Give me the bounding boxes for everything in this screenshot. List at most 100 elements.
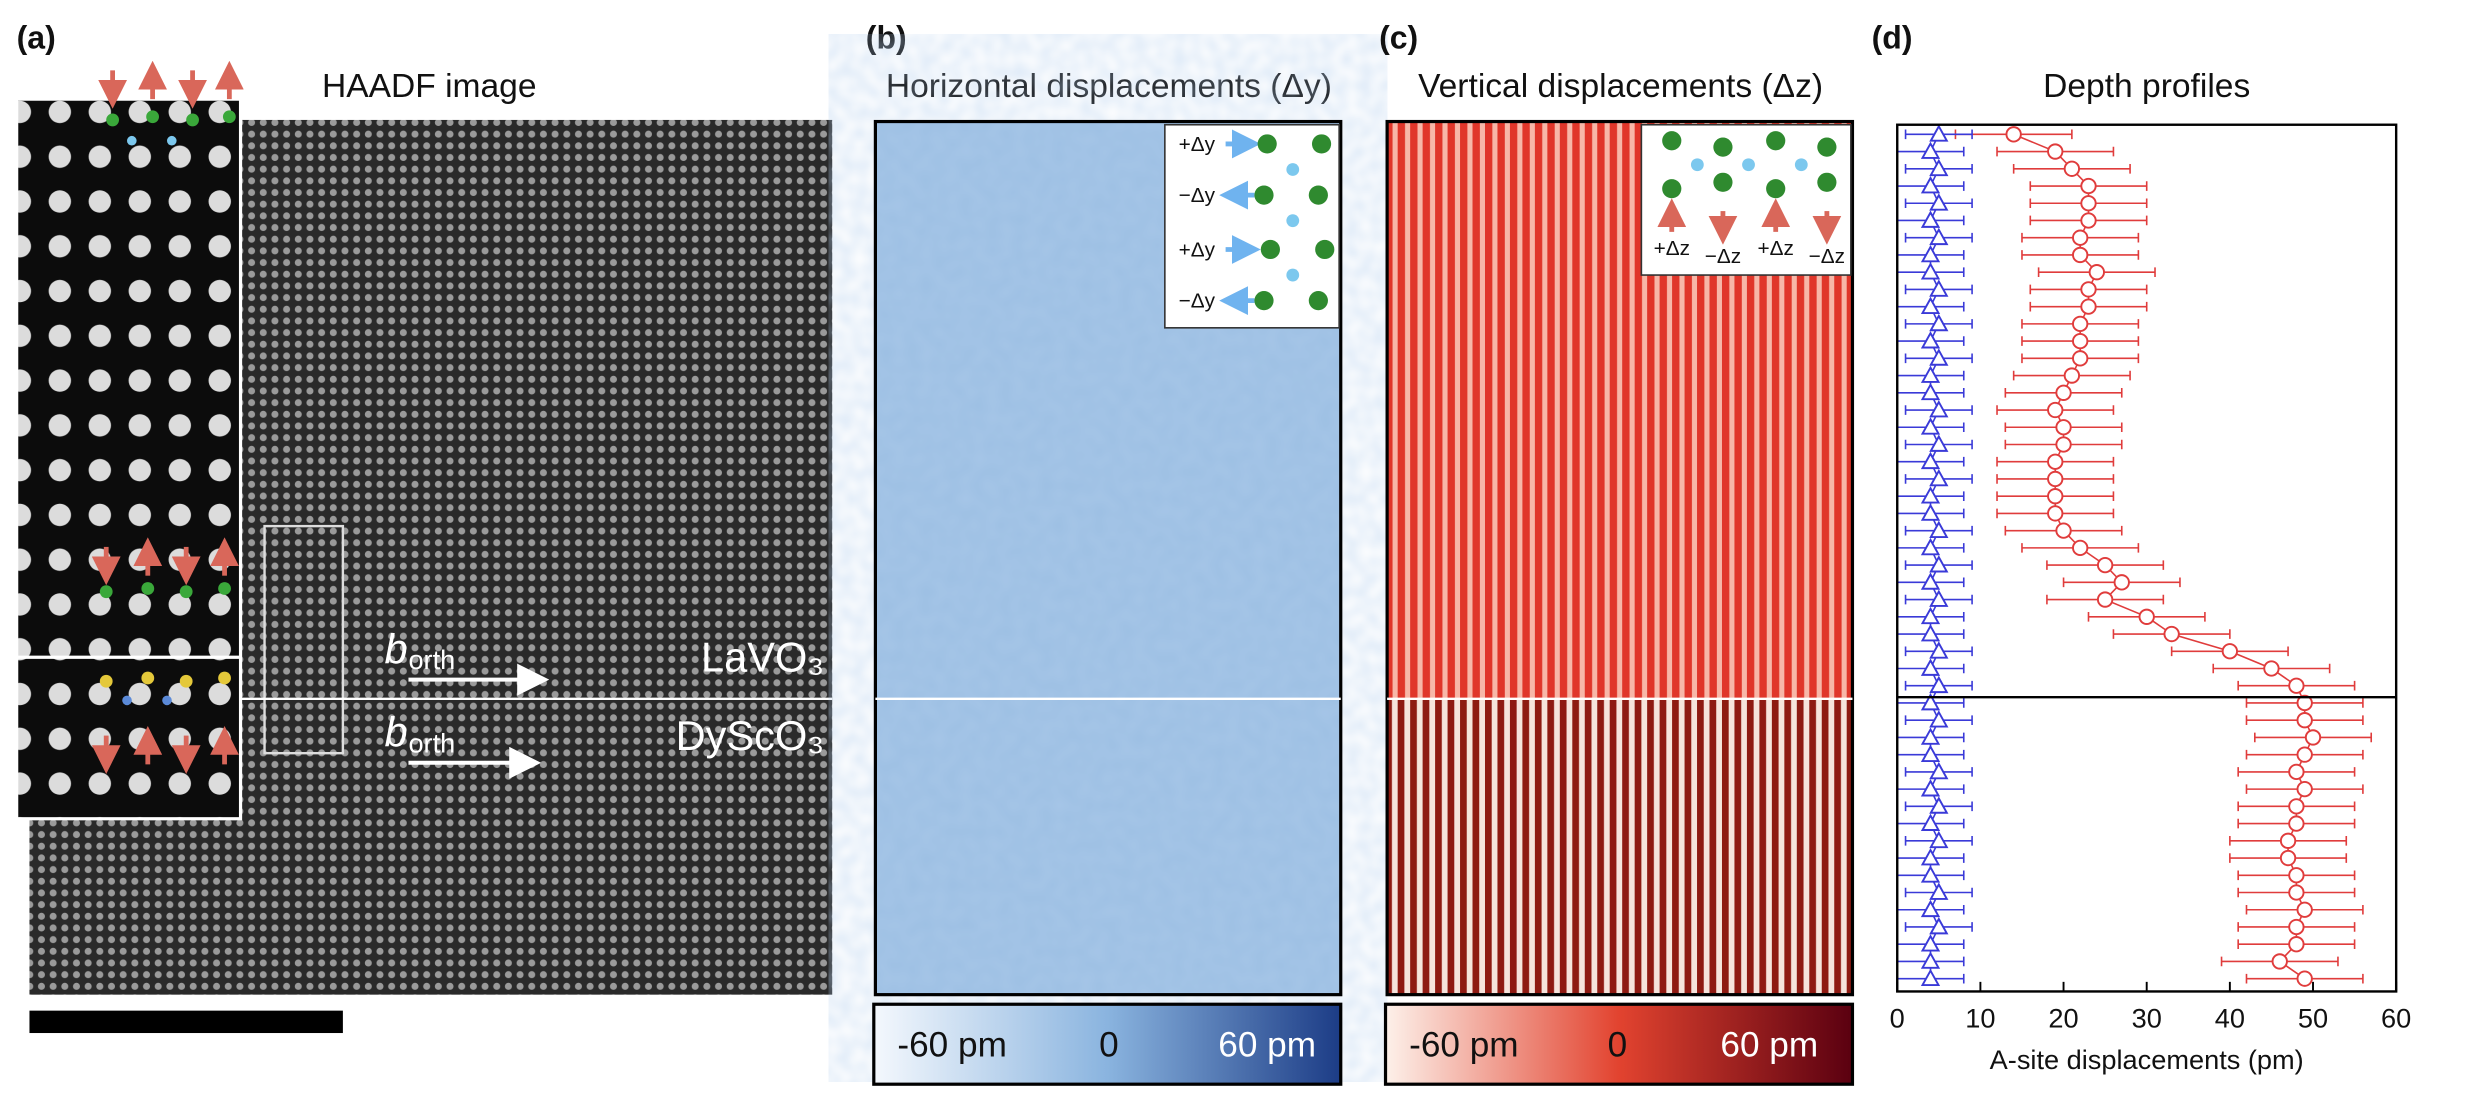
data-point [2288, 798, 2305, 815]
data-point [1929, 916, 1949, 935]
data-point [2055, 436, 2072, 453]
colorbar [1383, 1002, 1855, 1086]
data-point [2279, 849, 2297, 867]
data-point [2296, 901, 2313, 918]
data-point [1929, 400, 1949, 418]
vector-subscript: orth [408, 727, 455, 758]
data-point [2080, 195, 2097, 212]
data-point [2138, 608, 2155, 625]
data-point [1920, 331, 1941, 349]
panel-title: Horizontal displacements (Δy) [886, 68, 1332, 105]
data-point [2096, 556, 2114, 574]
data-point [1920, 382, 1941, 401]
colorbar-label: 0 [1099, 1026, 1119, 1065]
data-point [1929, 796, 1949, 814]
data-point [2047, 401, 2064, 419]
data-point [2047, 505, 2064, 522]
vector-symbol: b [384, 625, 407, 672]
inset-label: −Δy [1179, 184, 1216, 207]
panel-label: (b) [866, 19, 907, 55]
heatmap-frame [1385, 119, 1855, 997]
panel-title: Vertical displacements (Δz) [1418, 68, 1823, 105]
data-point [2088, 264, 2105, 281]
series-line [2013, 133, 2314, 980]
panel-title: HAADF image [322, 68, 537, 105]
data-point [2288, 763, 2305, 781]
inset-arrows [91, 60, 244, 774]
x-tick-label: 0 [1890, 1002, 1905, 1033]
inset [1164, 123, 1340, 329]
data-point [1929, 193, 1949, 211]
data-point [1920, 417, 1941, 435]
data-point [2047, 143, 2064, 160]
panel-label: (d) [1872, 19, 1913, 55]
data-point [2296, 694, 2313, 712]
data-point [1920, 262, 1941, 280]
data-point [1920, 176, 1941, 194]
data-point [2080, 298, 2097, 315]
data-point [2113, 574, 2130, 591]
data-point [1920, 451, 1941, 470]
chart-title: Depth profiles [2043, 68, 2250, 105]
data-point [1920, 537, 1941, 556]
data-point [2047, 488, 2064, 505]
data-point [2279, 832, 2297, 849]
data-point [2080, 212, 2097, 229]
inset-label: −Δz [1809, 245, 1845, 268]
inset-label: +Δz [1654, 237, 1690, 260]
data-point [2072, 350, 2089, 367]
data-point [1920, 813, 1941, 831]
data-point [2263, 660, 2280, 677]
inset-label: −Δz [1705, 245, 1741, 268]
data-point [1920, 503, 1941, 521]
data-point [2072, 246, 2089, 264]
data-point [1920, 606, 1941, 625]
x-tick-label: 60 [2381, 1002, 2411, 1033]
data-point [2163, 625, 2180, 643]
data-point [1920, 899, 1941, 918]
data-point [2072, 539, 2089, 557]
data-point [1920, 968, 1941, 987]
x-tick-label: 40 [2215, 1002, 2245, 1033]
data-point [1920, 365, 1941, 383]
data-point [2080, 281, 2097, 298]
data-point [2296, 970, 2313, 987]
heatmap-frame [873, 119, 1343, 997]
data-point [2296, 746, 2313, 763]
plot-frame [1896, 123, 2398, 993]
data-point [1920, 141, 1941, 159]
data-point [2047, 470, 2064, 488]
data-point [2288, 936, 2305, 953]
data-point [1929, 313, 1949, 332]
data-point [2288, 677, 2305, 694]
panel-label: (c) [1379, 19, 1418, 55]
data-point [1929, 520, 1949, 539]
x-tick-label: 10 [1965, 1002, 1995, 1033]
data-point [1929, 555, 1949, 573]
data-point [1920, 727, 1941, 745]
data-point [1920, 951, 1941, 969]
data-point [2072, 315, 2089, 333]
colorbar [872, 1002, 1343, 1086]
atom-markers [99, 110, 236, 706]
colorbar-label: 0 [1608, 1026, 1628, 1065]
inset-c-arrows [1657, 198, 1842, 245]
data-point [2063, 160, 2081, 177]
data-point [2063, 367, 2081, 384]
data-point [2288, 867, 2305, 884]
x-axis-label: A-site displacements (pm) [1990, 1044, 2304, 1075]
inset-atoms [1254, 134, 1335, 311]
data-point [2304, 729, 2322, 746]
data-point [1929, 434, 1949, 452]
region-box [263, 524, 345, 755]
inset-label: +Δz [1758, 237, 1794, 260]
data-point [2096, 591, 2114, 608]
data-point [1920, 572, 1941, 590]
x-tick-label: 50 [2298, 1002, 2328, 1033]
data-point [1920, 624, 1941, 642]
data-point [2005, 126, 2022, 143]
inset-b-arrows [1219, 129, 1261, 316]
colorbar-label: 60 pm [1720, 1026, 1818, 1065]
data-point [1929, 830, 1949, 849]
data-point [1920, 244, 1941, 263]
